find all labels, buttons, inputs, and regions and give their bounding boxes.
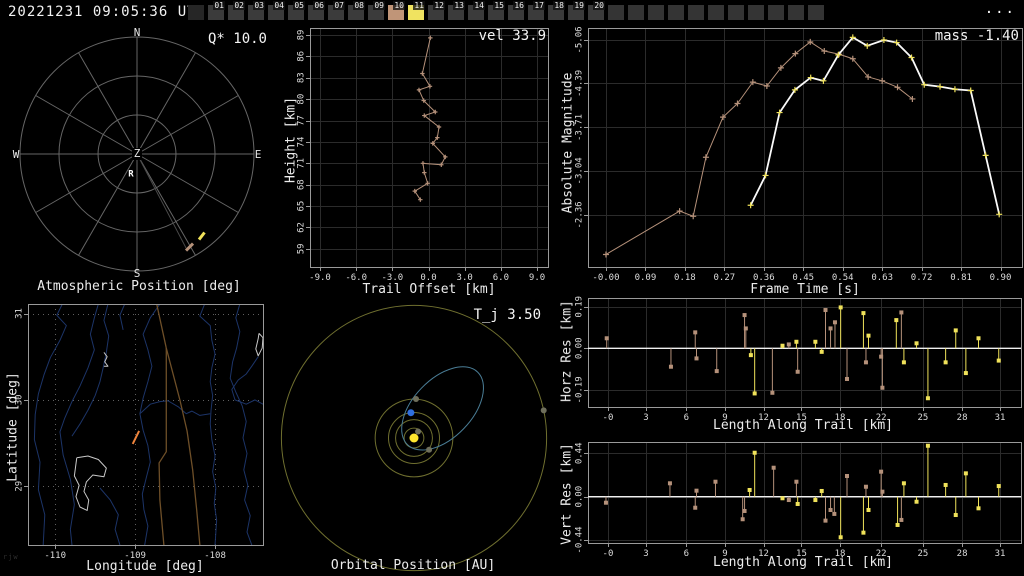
mass-annotation: mass -1.40 (934, 28, 1019, 44)
watermark: rjw (3, 553, 19, 561)
frame-thumb-09[interactable]: 09 (368, 1, 385, 20)
frame-thumb[interactable] (608, 5, 624, 20)
atmospheric-title: Atmospheric Position [deg] (37, 279, 241, 294)
frame-number: 06 (313, 1, 325, 10)
frame-thumb-08[interactable]: 08 (348, 1, 365, 20)
panel-orbit: T_j 3.50 Orbital Position [AU] (280, 300, 560, 576)
frame-thumb[interactable] (708, 5, 724, 20)
longitude-axis-label: Longitude [deg] (86, 559, 204, 574)
frame-thumb[interactable] (688, 5, 704, 20)
panel-light-curve: mass -1.40 Absolute Magnitude Frame Time… (560, 25, 1024, 300)
frame-thumb-17[interactable]: 17 (528, 1, 545, 20)
frame-thumb-20[interactable]: 20 (588, 1, 605, 20)
tisserand-annotation: T_j 3.50 (473, 307, 541, 323)
panel-ground-map: Latitude [deg] Longitude [deg] (0, 300, 280, 576)
frame-number: 05 (293, 1, 305, 10)
panel-trail-offset: vel 33.9 Height [km] Trail Offset [km] (280, 25, 560, 300)
latitude-axis-label: Latitude [deg] (5, 372, 21, 482)
frame-thumb-10[interactable]: 10 (388, 1, 405, 20)
trail-offset-axis-label: Trail Offset [km] (362, 282, 496, 297)
frame-thumb-05[interactable]: 05 (288, 1, 305, 20)
frame-thumb-16[interactable]: 16 (508, 1, 525, 20)
frame-number: 13 (453, 1, 465, 10)
frame-thumb-14[interactable]: 14 (468, 1, 485, 20)
frame-thumb-06[interactable]: 06 (308, 1, 325, 20)
orbit-title: Orbital Position [AU] (330, 558, 496, 573)
frame-thumb-07[interactable]: 07 (328, 1, 345, 20)
frame-thumb-19[interactable]: 19 (568, 1, 585, 20)
frame-thumb[interactable] (188, 5, 204, 20)
frame-number: 02 (233, 1, 245, 10)
frame-number: 10 (393, 1, 405, 10)
velocity-annotation: vel 33.9 (478, 28, 546, 44)
frame-number: 04 (273, 1, 285, 10)
frame-number: 18 (553, 1, 565, 10)
frame-number: 09 (373, 1, 385, 10)
frame-number: 07 (333, 1, 345, 10)
horz-res-axis-label: Horz Res [km] (559, 300, 575, 402)
frame-thumb-03[interactable]: 03 (248, 1, 265, 20)
frame-thumb-04[interactable]: 04 (268, 1, 285, 20)
frame-number: 14 (473, 1, 485, 10)
frame-strip: 01 02 03 04 05 06 07 08 09 10 11 12 13 14 15 16 17 18 19 20 (188, 1, 828, 23)
frame-number: 15 (493, 1, 505, 10)
frame-thumb-18[interactable]: 18 (548, 1, 565, 20)
frame-number: 16 (513, 1, 525, 10)
frame-number: 12 (433, 1, 445, 10)
length-along-trail-label-2: Length Along Trail [km] (712, 555, 894, 570)
frame-thumb[interactable] (668, 5, 684, 20)
q-star-annotation: Q* 10.0 (207, 31, 267, 47)
frame-number: 08 (353, 1, 365, 10)
frame-thumb[interactable] (728, 5, 744, 20)
length-along-trail-label-1: Length Along Trail [km] (712, 418, 894, 433)
ground-map-plot (0, 300, 280, 576)
frame-number: 01 (213, 1, 225, 10)
frame-number: 03 (253, 1, 265, 10)
orbit-plot (280, 300, 560, 576)
vert-res-axis-label: Vert Res [km] (559, 443, 575, 545)
overflow-menu-icon[interactable]: ... (984, 1, 1016, 17)
atmospheric-position-plot (0, 25, 280, 300)
timestamp: 20221231 09:05:36 UTC (8, 4, 207, 20)
horz-residuals-plot (560, 290, 1024, 433)
frame-number: 11 (413, 1, 425, 10)
frame-thumb[interactable] (808, 5, 824, 20)
frame-thumb-11[interactable]: 11 (408, 1, 425, 20)
frame-thumb[interactable] (788, 5, 804, 20)
frame-number: 20 (593, 1, 605, 10)
frame-thumb[interactable] (748, 5, 764, 20)
frame-thumb-02[interactable]: 02 (228, 1, 245, 20)
panel-vert-residuals: Vert Res [km] Length Along Trail [km] (560, 433, 1024, 576)
panel-atmospheric-position: Q* 10.0 Atmospheric Position [deg] (0, 25, 280, 300)
panel-horz-residuals: Horz Res [km] Length Along Trail [km] (560, 290, 1024, 433)
frame-number: 19 (573, 1, 585, 10)
height-axis-label: Height [km] (283, 96, 299, 184)
trail-offset-plot (280, 25, 560, 300)
frame-thumb[interactable] (628, 5, 644, 20)
light-curve-plot (560, 25, 1024, 300)
vert-residuals-plot (560, 433, 1024, 576)
frame-number: 17 (533, 1, 545, 10)
frame-thumb-01[interactable]: 01 (208, 1, 225, 20)
top-bar: 20221231 09:05:36 UTC 01 02 03 04 05 06 07 08 09… (0, 0, 1024, 25)
magnitude-axis-label: Absolute Magnitude (560, 72, 576, 214)
frame-thumb[interactable] (768, 5, 784, 20)
frame-thumb-12[interactable]: 12 (428, 1, 445, 20)
frame-thumb-15[interactable]: 15 (488, 1, 505, 20)
frame-thumb[interactable] (648, 5, 664, 20)
frame-thumb-13[interactable]: 13 (448, 1, 465, 20)
